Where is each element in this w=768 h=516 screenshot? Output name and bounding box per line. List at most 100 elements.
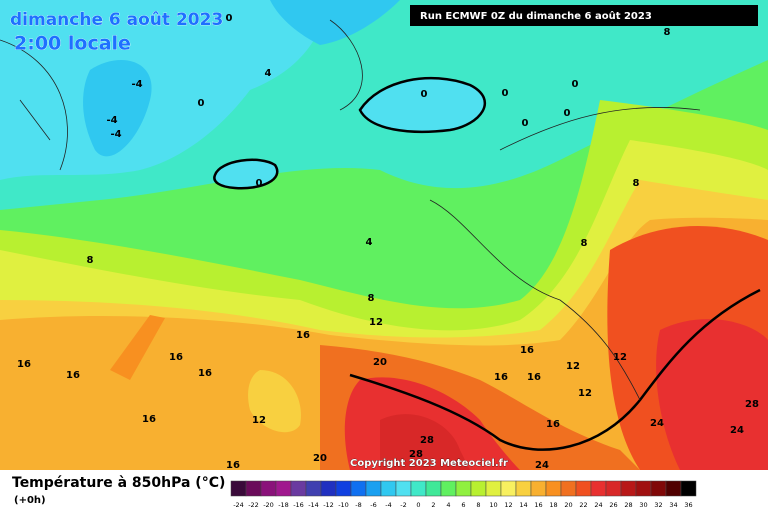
legend-tick-label: 4: [446, 501, 450, 509]
legend-tick-label: 18: [549, 501, 557, 509]
contour-label: 16: [520, 345, 534, 356]
legend-swatch: [290, 480, 307, 497]
contour-label: 16: [527, 372, 541, 383]
contour-label: 8: [581, 238, 588, 249]
legend-swatch: [650, 480, 667, 497]
contour-label: 0: [572, 79, 579, 90]
legend-tick-label: 20: [564, 501, 572, 509]
legend-tick-label: 8: [476, 501, 480, 509]
contour-label: 0: [198, 98, 205, 109]
legend-tick-label: -22: [248, 501, 259, 509]
contour-label: 16: [198, 368, 212, 379]
contour-label: -4: [110, 129, 121, 140]
contour-label: 8: [368, 293, 375, 304]
contour-label: 0: [564, 108, 571, 119]
contour-label: 8: [87, 255, 94, 266]
legend-swatch: [485, 480, 502, 497]
contour-label: 8: [664, 27, 671, 38]
legend-swatch: [515, 480, 532, 497]
legend-swatch: [260, 480, 277, 497]
contour-label: 0: [421, 89, 428, 100]
color-legend: -24 -22 -20 -18 -16 -14 -12 -10 -8 -6 -4 -2 0 2 4 6 8 10 1…: [230, 480, 697, 509]
copyright: Copyright 2023 Meteociel.fr: [350, 458, 508, 469]
legend-tick-label: -24: [233, 501, 244, 509]
forecast-step: (+0h): [14, 495, 46, 506]
legend-swatch: [620, 480, 637, 497]
contour-label: 16: [142, 414, 156, 425]
legend-swatch: [350, 480, 367, 497]
legend-tick-label: 30: [639, 501, 647, 509]
contour-label: 12: [613, 352, 627, 363]
contour-label: 16: [494, 372, 508, 383]
contour-label: 0: [256, 178, 263, 189]
contour-label: 8: [633, 178, 640, 189]
legend-tick-label: 10: [489, 501, 497, 509]
legend-swatch: [275, 480, 292, 497]
contour-label: 0: [226, 13, 233, 24]
legend-tick-label: -14: [308, 501, 319, 509]
legend-swatch: [470, 480, 487, 497]
contour-label: 24: [535, 460, 549, 471]
legend-swatch: [455, 480, 472, 497]
legend-tick-label: 32: [654, 501, 662, 509]
legend-swatch: [425, 480, 442, 497]
legend-swatch: [410, 480, 427, 497]
contour-label: 24: [730, 425, 744, 436]
legend-swatch: [560, 480, 577, 497]
contour-labels: 0 8 4 -4 0 0 0 0 -4 -4 0 0 0 8 4 8 8 8 12 16 16 16 16 20 12 16 16 1…: [17, 13, 759, 471]
legend-swatch: [365, 480, 382, 497]
contour-label: 16: [66, 370, 80, 381]
legend-swatch: [575, 480, 592, 497]
map-date: dimanche 6 août 2023: [10, 10, 223, 30]
legend-swatch: [530, 480, 547, 497]
legend-swatch: [230, 480, 247, 497]
legend-swatch: [245, 480, 262, 497]
contour-label: -4: [131, 79, 142, 90]
legend-tick-label: 16: [534, 501, 542, 509]
legend-tick-label: 24: [594, 501, 602, 509]
contour-label: 28: [420, 435, 434, 446]
contour-label: 12: [566, 361, 580, 372]
legend-swatch: [635, 480, 652, 497]
contour-label: 20: [313, 453, 327, 464]
contour-label: 4: [366, 237, 373, 248]
contour-label: 0: [522, 118, 529, 129]
contour-label: 16: [296, 330, 310, 341]
contour-label: 28: [745, 399, 759, 410]
legend-tick-label: -12: [323, 501, 334, 509]
legend-tick-label: -20: [263, 501, 274, 509]
run-box: [410, 5, 758, 26]
legend-swatch: [320, 480, 337, 497]
run-info: Run ECMWF 0Z du dimanche 6 août 2023: [420, 10, 652, 22]
contour-label: 12: [578, 388, 592, 399]
legend-swatch: [605, 480, 622, 497]
legend-tick-label: 6: [461, 501, 465, 509]
legend-tick-label: -16: [293, 501, 304, 509]
legend-tick-label: 14: [519, 501, 527, 509]
legend-swatch: [395, 480, 412, 497]
legend-tick-label: 26: [609, 501, 617, 509]
contour-label: 12: [369, 317, 383, 328]
legend-swatch: [545, 480, 562, 497]
legend-tick-label: -10: [338, 501, 349, 509]
legend-tick-label: 36: [684, 501, 692, 509]
map-time: 2:00 locale: [14, 33, 131, 55]
legend-swatch: [590, 480, 607, 497]
legend-tick-label: -2: [400, 501, 406, 509]
contour-label: 28: [409, 449, 423, 460]
legend-tick-label: 28: [624, 501, 632, 509]
contour-label: 12: [252, 415, 266, 426]
legend-swatch: [305, 480, 322, 497]
contour-label: 16: [546, 419, 560, 430]
contour-label: 16: [169, 352, 183, 363]
legend-swatch: [440, 480, 457, 497]
legend-tick-label: 2: [431, 501, 435, 509]
legend-swatch: [665, 480, 682, 497]
variable-title: Température à 850hPa (°C): [12, 475, 225, 491]
legend-tick-label: 12: [504, 501, 512, 509]
legend-swatch: [500, 480, 517, 497]
contour-label: -4: [106, 115, 117, 126]
contour-label: 16: [17, 359, 31, 370]
contour-label: 0: [502, 88, 509, 99]
legend-swatch: [380, 480, 397, 497]
